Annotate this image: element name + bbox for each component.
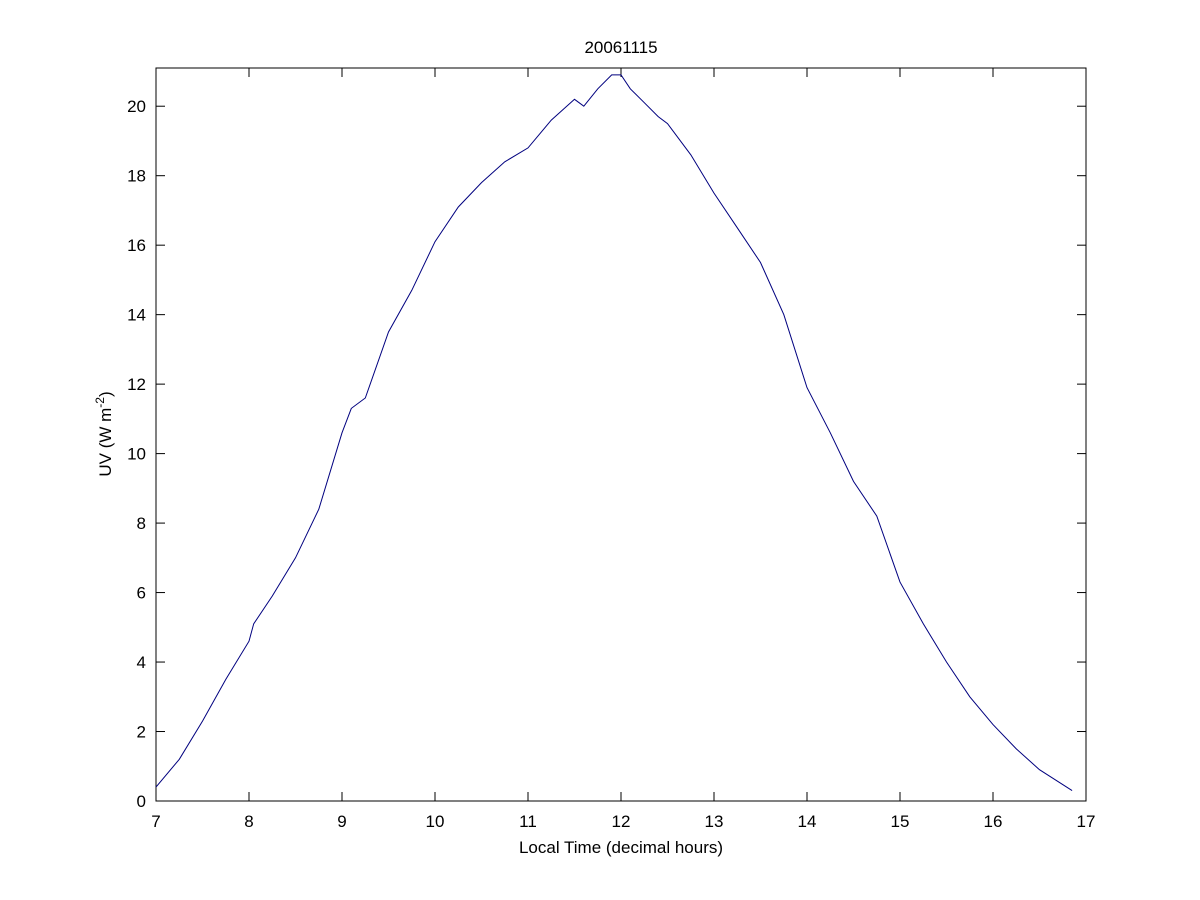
x-tick-label: 14: [798, 812, 817, 831]
x-tick-label: 11: [519, 812, 537, 831]
uv-series-line: [155, 74, 1073, 792]
x-tick-label: 15: [891, 812, 910, 831]
axis-tick-labels: 7 8 9 10 11 12 13 14 15 16 17 0 2 4 6 8 10 12 14 16 18 20: [127, 97, 1095, 831]
y-tick-label: 18: [127, 167, 146, 186]
y-axis-label-main: UV (W m: [96, 408, 115, 477]
x-tick-label: 12: [612, 812, 631, 831]
y-tick-label: 0: [137, 792, 146, 811]
y-axis-label-close: ): [96, 391, 115, 397]
y-tick-label: 10: [127, 445, 146, 464]
chart-title: 20061115: [584, 38, 657, 57]
y-tick-label: 12: [127, 375, 146, 394]
x-tick-label: 10: [426, 812, 445, 831]
y-axis-label: UV (W m-2): [93, 391, 115, 476]
y-tick-label: 2: [137, 723, 146, 742]
x-tick-label: 17: [1077, 812, 1096, 831]
y-tick-label: 14: [127, 306, 146, 325]
y-tick-label: 4: [137, 653, 146, 672]
y-tick-label: 20: [127, 97, 146, 116]
plot-area: [155, 67, 1087, 802]
y-tick-label: 16: [127, 236, 146, 255]
x-tick-label: 9: [337, 812, 346, 831]
x-tick-label: 8: [244, 812, 253, 831]
y-axis-label-superscript: -2: [93, 397, 107, 408]
x-tick-label: 16: [984, 812, 1003, 831]
x-tick-label: 7: [151, 812, 160, 831]
axis-ticks: [155, 68, 1087, 802]
y-tick-label: 8: [137, 514, 146, 533]
x-tick-label: 13: [705, 812, 724, 831]
x-axis-label: Local Time (decimal hours): [519, 838, 723, 857]
y-tick-label: 6: [137, 584, 146, 603]
